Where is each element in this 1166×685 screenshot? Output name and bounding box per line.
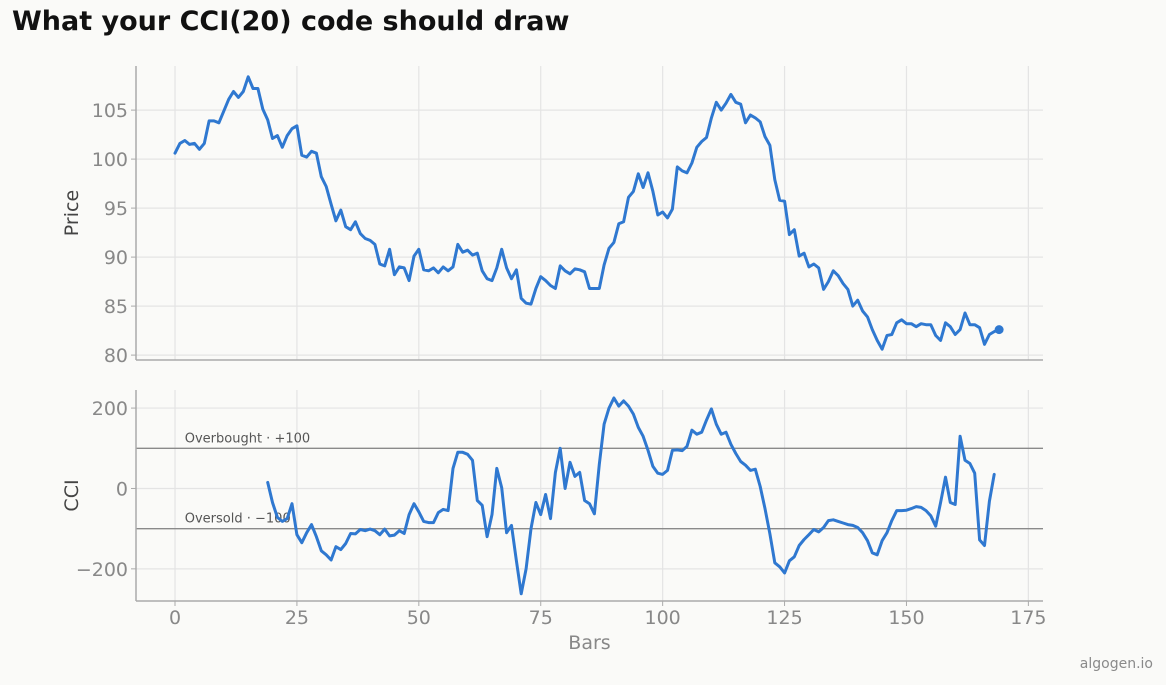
cci-panel: Overbought · +100 Oversold · −100 −200 0 200… xyxy=(61,390,1047,654)
x-tick-label: 75 xyxy=(529,607,553,629)
x-tick-label: 25 xyxy=(285,607,309,629)
y-tick-label: 100 xyxy=(92,149,128,171)
y-tick-label: 0 xyxy=(116,478,128,500)
x-axis-label: Bars xyxy=(568,632,610,654)
x-tick-label: 0 xyxy=(169,607,181,629)
price-series-line xyxy=(173,75,1001,351)
price-panel: 80 85 90 95 100 105 Price xyxy=(61,66,1043,367)
x-tick-label: 175 xyxy=(1010,607,1046,629)
watermark: algogen.io xyxy=(1079,656,1153,672)
cci-grid xyxy=(136,390,1043,601)
price-last-point xyxy=(994,325,1004,335)
price-y-axis-label: Price xyxy=(61,190,83,236)
chart-title: What your CCI(20) code should draw xyxy=(12,6,570,37)
overbought-label: Overbought · +100 xyxy=(185,431,310,446)
y-tick-label: 85 xyxy=(104,296,128,318)
y-tick-label: 80 xyxy=(104,345,128,367)
x-tick-label: 50 xyxy=(407,607,431,629)
y-tick-label: 95 xyxy=(104,198,128,220)
x-tick-label: 125 xyxy=(766,607,802,629)
x-tick-label: 100 xyxy=(645,607,681,629)
y-tick-label: −200 xyxy=(76,559,128,581)
cci-y-axis-label: CCI xyxy=(61,479,83,511)
cci-series-line xyxy=(266,396,996,596)
y-tick-label: 105 xyxy=(92,100,128,122)
y-tick-label: 200 xyxy=(92,398,128,420)
price-grid xyxy=(136,66,1043,360)
y-tick-label: 90 xyxy=(104,247,128,269)
x-tick-label: 150 xyxy=(888,607,924,629)
oversold-label: Oversold · −100 xyxy=(185,512,291,527)
